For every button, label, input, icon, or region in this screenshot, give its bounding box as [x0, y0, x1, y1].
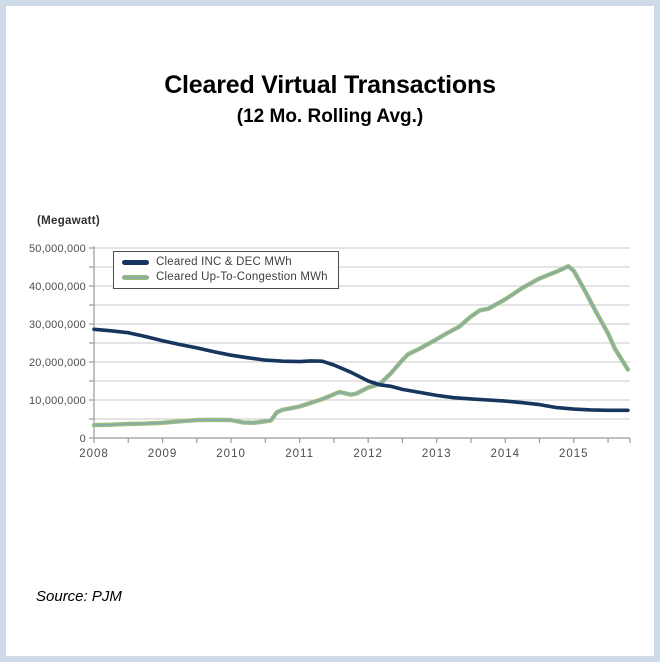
y-tick-label: 10,000,000 [29, 395, 86, 407]
x-tick-label: 2010 [216, 448, 246, 460]
y-tick-label: 20,000,000 [29, 357, 86, 369]
chart-title: Cleared Virtual Transactions [164, 71, 496, 99]
legend-label-inc-dec: Cleared INC & DEC MWh [156, 256, 292, 268]
title-block: Cleared Virtual Transactions (12 Mo. Rol… [0, 70, 660, 129]
legend-label-utc: Cleared Up-To-Congestion MWh [156, 271, 328, 283]
legend-swatch-inc-dec [122, 259, 149, 265]
chart-subtitle: (12 Mo. Rolling Avg.) [236, 106, 424, 127]
legend-item-utc: Cleared Up-To-Congestion MWh [122, 271, 328, 283]
series-inc-dec-line [92, 327, 630, 413]
series-up-to-congestion-line-outer [91, 264, 631, 428]
y-tick-label: 0 [80, 433, 86, 445]
y-tick-label: 40,000,000 [29, 281, 86, 293]
x-tick-label: 2014 [490, 448, 520, 460]
y-tick-label: 50,000,000 [29, 243, 86, 255]
x-tick-label: 2009 [148, 448, 178, 460]
series-up-to-congestion-line-inner [93, 265, 629, 426]
x-tick-label: 2013 [422, 448, 452, 460]
y-axis-unit-label: (Megawatt) [37, 215, 101, 227]
legend-item-inc-dec: Cleared INC & DEC MWh [122, 256, 328, 268]
source-note: Source: PJM [36, 588, 122, 605]
x-tick-label: 2008 [79, 448, 109, 460]
y-tick-label: 30,000,000 [29, 319, 86, 331]
chart-legend: Cleared INC & DEC MWh Cleared Up-To-Cong… [113, 251, 339, 289]
legend-swatch-utc [122, 274, 149, 280]
x-tick-label: 2011 [285, 448, 314, 460]
x-tick-label: 2015 [559, 448, 589, 460]
x-tick-label: 2012 [353, 448, 383, 460]
